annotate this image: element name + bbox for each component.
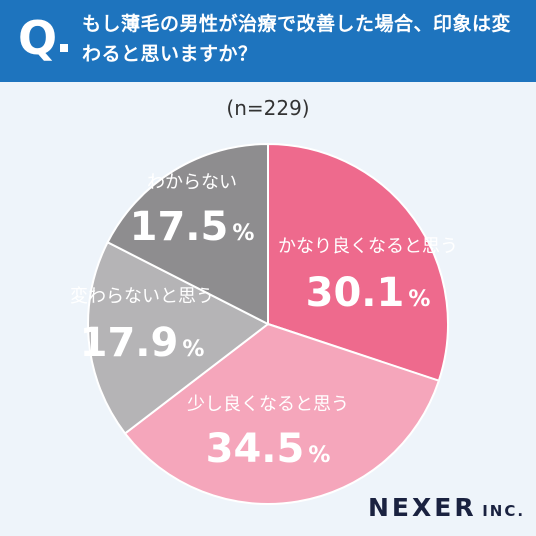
q-dot bbox=[60, 44, 68, 52]
slice-value-2: 34.5% bbox=[206, 426, 331, 472]
pie-slice-4 bbox=[106, 142, 269, 326]
pie-slice-2 bbox=[123, 322, 441, 505]
slice-value-4: 17.5% bbox=[130, 204, 255, 250]
slice-value-3: 17.9% bbox=[80, 320, 205, 366]
sample-size-label: (n=229) bbox=[226, 96, 310, 120]
slice-label-1: かなり良くなると思う bbox=[278, 236, 458, 257]
q-mark: Q bbox=[18, 11, 58, 65]
question-header: Q もし薄毛の男性が治療で改善した場合、印象は変わると思いますか？ bbox=[0, 0, 536, 82]
slice-label-2: 少し良くなると思う bbox=[187, 394, 349, 415]
question-text: もし薄毛の男性が治療で改善した場合、印象は変わると思いますか？ bbox=[82, 13, 512, 65]
pie-slice-3 bbox=[87, 240, 270, 435]
pie-slice-1 bbox=[267, 142, 449, 382]
slice-value-1: 30.1% bbox=[306, 270, 431, 316]
nexer-logo: NEXER INC. bbox=[368, 493, 525, 522]
logo-name: NEXER bbox=[368, 493, 477, 522]
logo-suffix: INC. bbox=[482, 502, 526, 520]
slice-label-4: わからない bbox=[147, 172, 237, 193]
slice-label-3: 変わらないと思う bbox=[70, 286, 214, 307]
